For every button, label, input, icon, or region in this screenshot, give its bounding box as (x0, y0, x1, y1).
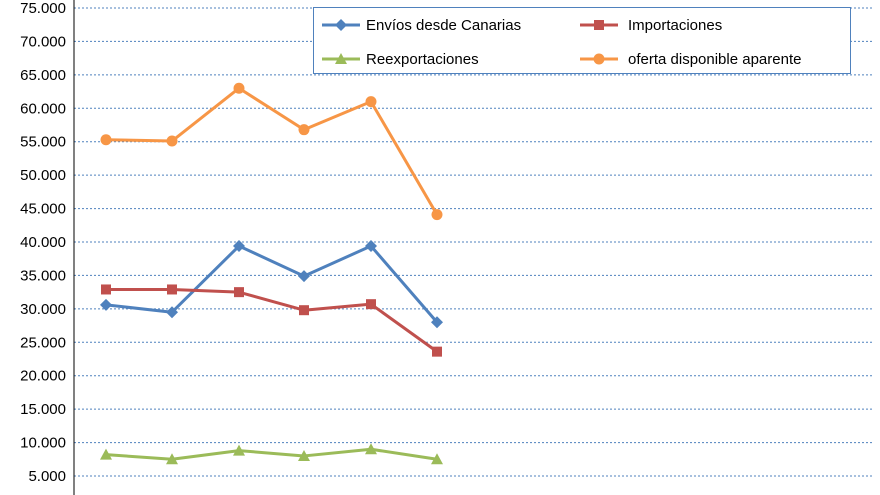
series-0 (100, 240, 443, 329)
series-line (104, 244, 439, 324)
data-point-circle (593, 53, 605, 65)
data-point-diamond (298, 270, 310, 283)
data-point-circle (365, 96, 377, 108)
data-point-square (366, 299, 376, 310)
data-point-triangle (233, 444, 245, 456)
data-point-square (594, 20, 604, 30)
data-point-triangle (298, 449, 310, 461)
data-point-triangle (431, 453, 443, 465)
y-tick-label: 35.000 (20, 267, 66, 284)
data-point-triangle (365, 443, 377, 455)
data-point-triangle (100, 448, 112, 460)
data-point-diamond (365, 240, 377, 253)
data-point-circle (298, 124, 310, 136)
y-tick-label: 55.000 (20, 134, 66, 151)
legend-label: oferta disponible aparente (628, 51, 801, 68)
y-tick-label: 45.000 (20, 201, 66, 218)
legend-label: Reexportaciones (366, 51, 479, 68)
data-point-circle (431, 209, 443, 221)
data-point-square (234, 287, 244, 298)
data-point-square (101, 284, 111, 295)
legend: Envíos desde Canarias Importaciones Reexpo… (313, 7, 851, 74)
series-group (100, 82, 443, 465)
y-tick-label: 50.000 (20, 167, 66, 184)
data-point-circle (233, 82, 245, 94)
series-2 (100, 443, 443, 465)
y-tick-label: 10.000 (20, 435, 66, 452)
gridlines (74, 7, 872, 477)
series-line (104, 447, 439, 461)
data-point-square (167, 284, 177, 295)
y-tick-label: 30.000 (20, 301, 66, 318)
data-point-diamond (335, 19, 347, 31)
series-line (104, 86, 439, 217)
y-tick-label: 65.000 (20, 67, 66, 84)
legend-item: oferta disponible aparente (580, 51, 801, 68)
legend-item: Importaciones (580, 17, 722, 34)
data-point-diamond (233, 240, 245, 253)
data-point-diamond (100, 298, 112, 311)
legend-item: Envíos desde Canarias (322, 17, 521, 34)
y-tick-label: 40.000 (20, 234, 66, 251)
legend-box (313, 7, 851, 74)
y-tick-label: 75.000 (20, 0, 66, 17)
data-point-square (432, 346, 442, 357)
series-line (104, 287, 439, 354)
series-1 (101, 284, 442, 357)
legend-label: Envíos desde Canarias (366, 17, 521, 34)
legend-item: Reexportaciones (322, 51, 479, 68)
data-point-square (299, 305, 309, 316)
series-3 (100, 82, 443, 221)
data-point-diamond (166, 306, 178, 319)
data-point-diamond (431, 316, 443, 329)
data-point-triangle (335, 53, 347, 64)
data-point-circle (166, 135, 178, 147)
y-tick-label: 15.000 (20, 401, 66, 418)
y-tick-label: 20.000 (20, 368, 66, 385)
data-point-triangle (166, 453, 178, 465)
y-tick-label: 70.000 (20, 33, 66, 50)
y-tick-label: 60.000 (20, 100, 66, 117)
legend-label: Importaciones (628, 17, 722, 34)
y-tick-labels: 5.000 10.000 15.000 20.000 25.000 30.000 35.00… (20, 0, 66, 485)
y-tick-label: 25.000 (20, 334, 66, 351)
y-tick-label: 5.000 (28, 468, 66, 485)
data-point-circle (100, 134, 112, 146)
